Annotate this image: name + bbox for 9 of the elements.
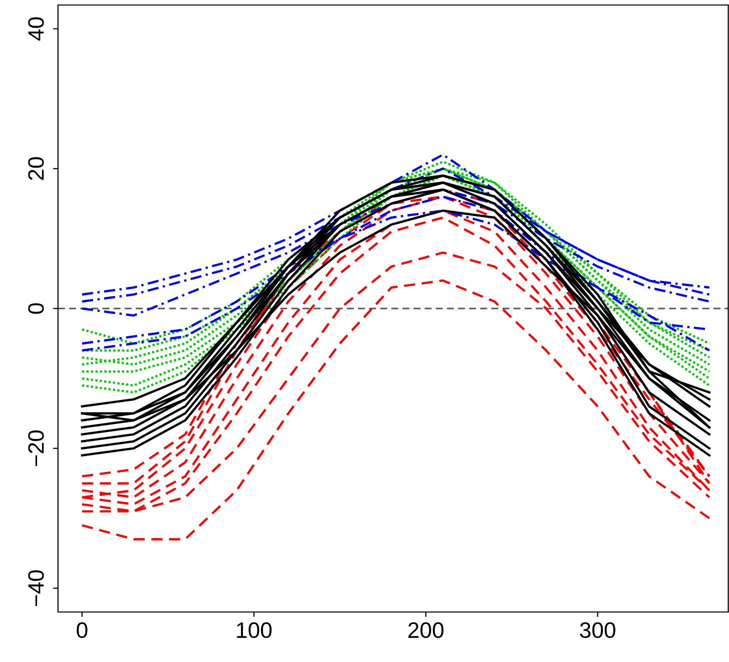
x-tick-label: 300 — [580, 622, 616, 638]
y-tick-label: 40 — [28, 17, 44, 41]
y-tick-label: −40 — [28, 570, 44, 606]
y-tick-label: −20 — [28, 430, 44, 466]
y-tick-label: 20 — [28, 157, 44, 180]
x-tick-label: 100 — [237, 622, 272, 638]
x-tick-label: 0 — [76, 622, 88, 638]
y-tick-label: 0 — [28, 303, 44, 314]
x-tick-label: 200 — [408, 622, 444, 638]
